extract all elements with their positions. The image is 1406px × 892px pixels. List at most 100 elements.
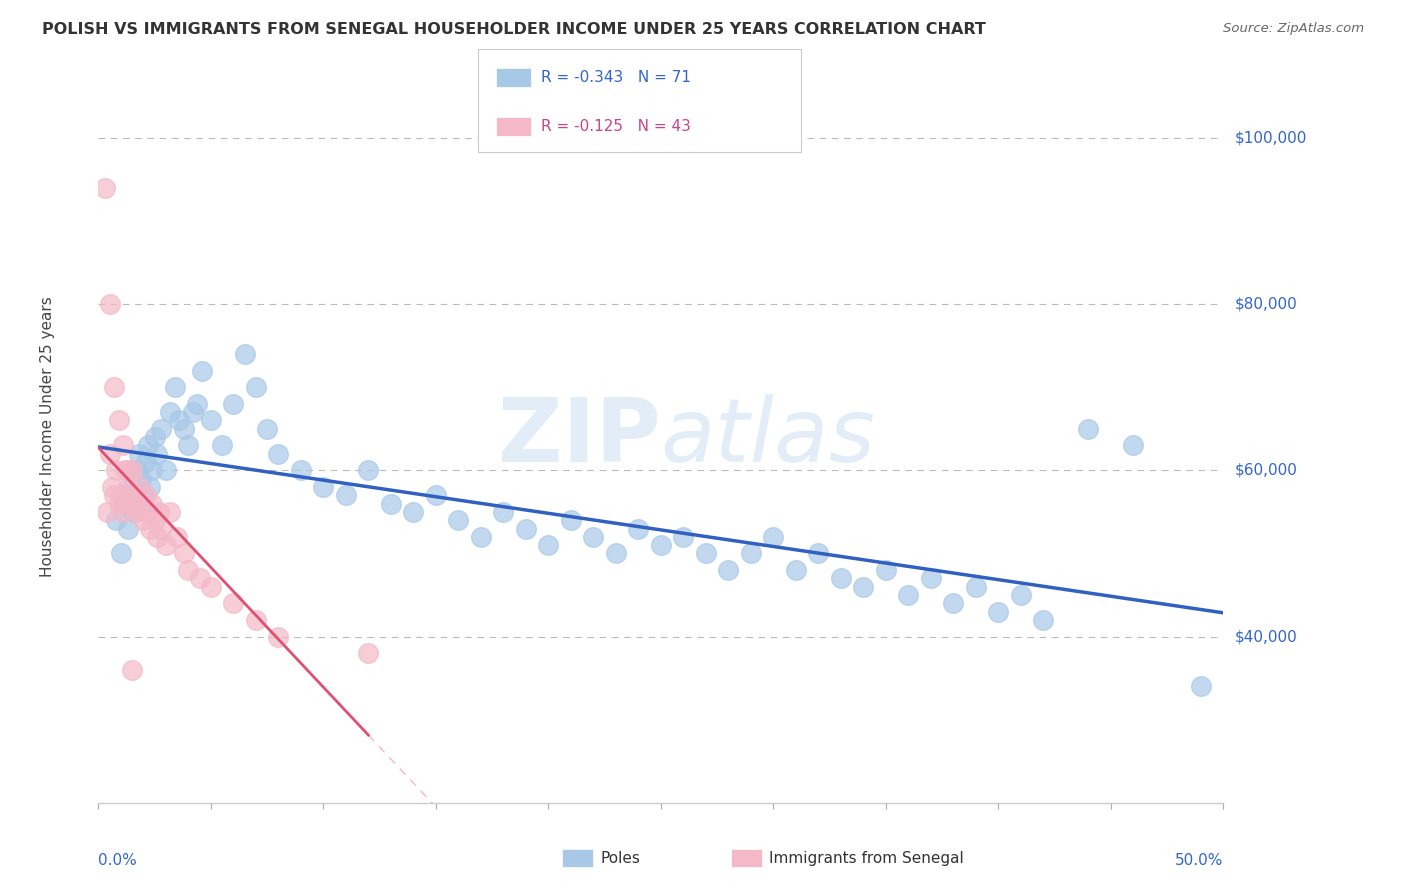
Point — [128, 447, 150, 461]
Point — [105, 463, 128, 477]
Point — [582, 530, 605, 544]
Point — [897, 588, 920, 602]
Point — [380, 497, 402, 511]
Point — [166, 530, 188, 544]
Point — [470, 530, 492, 544]
Point — [290, 463, 312, 477]
Text: R = -0.125   N = 43: R = -0.125 N = 43 — [541, 120, 692, 134]
Point — [150, 422, 173, 436]
Point — [118, 497, 141, 511]
Point — [267, 630, 290, 644]
Point — [181, 405, 204, 419]
Point — [112, 438, 135, 452]
Point — [1032, 613, 1054, 627]
Point — [169, 413, 191, 427]
Point — [267, 447, 290, 461]
Point — [650, 538, 672, 552]
Point — [256, 422, 278, 436]
Point — [110, 488, 132, 502]
Point — [627, 521, 650, 535]
Point — [107, 497, 129, 511]
Point — [717, 563, 740, 577]
Point — [129, 497, 152, 511]
Text: 0.0%: 0.0% — [98, 853, 138, 868]
Point — [492, 505, 515, 519]
Point — [785, 563, 807, 577]
Point — [141, 463, 163, 477]
Point — [1077, 422, 1099, 436]
Point — [200, 580, 222, 594]
Point — [114, 463, 136, 477]
Point — [807, 546, 830, 560]
Point — [141, 497, 163, 511]
Point — [117, 480, 139, 494]
Point — [124, 488, 146, 502]
Text: $80,000: $80,000 — [1234, 297, 1298, 311]
Point — [103, 380, 125, 394]
Point — [121, 480, 143, 494]
Point — [132, 513, 155, 527]
Text: R = -0.343   N = 71: R = -0.343 N = 71 — [541, 70, 692, 85]
Point — [425, 488, 447, 502]
Text: POLISH VS IMMIGRANTS FROM SENEGAL HOUSEHOLDER INCOME UNDER 25 YEARS CORRELATION : POLISH VS IMMIGRANTS FROM SENEGAL HOUSEH… — [42, 22, 986, 37]
Point — [103, 488, 125, 502]
Point — [965, 580, 987, 594]
Point — [605, 546, 627, 560]
Text: $60,000: $60,000 — [1234, 463, 1298, 478]
Point — [139, 521, 162, 535]
Point — [150, 521, 173, 535]
Point — [105, 513, 128, 527]
Point — [163, 380, 186, 394]
Point — [135, 455, 157, 469]
Point — [146, 530, 169, 544]
Point — [357, 646, 380, 660]
Point — [114, 497, 136, 511]
Point — [875, 563, 897, 577]
Point — [312, 480, 335, 494]
Point — [101, 480, 124, 494]
Point — [1010, 588, 1032, 602]
Point — [515, 521, 537, 535]
Point — [125, 505, 148, 519]
Point — [129, 472, 152, 486]
Point — [107, 413, 129, 427]
Point — [537, 538, 560, 552]
Point — [177, 438, 200, 452]
Point — [143, 430, 166, 444]
Point — [112, 505, 135, 519]
Point — [98, 447, 121, 461]
Point — [94, 180, 117, 194]
Point — [155, 538, 177, 552]
Point — [402, 505, 425, 519]
Point — [128, 480, 150, 494]
Point — [146, 447, 169, 461]
Point — [335, 488, 357, 502]
Text: Immigrants from Senegal: Immigrants from Senegal — [769, 851, 965, 865]
Point — [695, 546, 717, 560]
Point — [200, 413, 222, 427]
Point — [159, 405, 181, 419]
Point — [177, 563, 200, 577]
Point — [245, 380, 267, 394]
Point — [121, 463, 143, 477]
Point — [98, 297, 121, 311]
Point — [852, 580, 875, 594]
Point — [211, 438, 233, 452]
Point — [124, 505, 146, 519]
Point — [155, 463, 177, 477]
Point — [139, 480, 162, 494]
Point — [121, 663, 143, 677]
Point — [920, 571, 942, 585]
Point — [136, 438, 159, 452]
Point — [110, 546, 132, 560]
Point — [222, 596, 245, 610]
Point — [560, 513, 582, 527]
Point — [191, 363, 214, 377]
Point — [173, 422, 195, 436]
Point — [118, 488, 141, 502]
Point — [188, 571, 211, 585]
Point — [186, 397, 208, 411]
Text: $100,000: $100,000 — [1234, 130, 1306, 145]
Text: $40,000: $40,000 — [1234, 629, 1298, 644]
Point — [222, 397, 245, 411]
